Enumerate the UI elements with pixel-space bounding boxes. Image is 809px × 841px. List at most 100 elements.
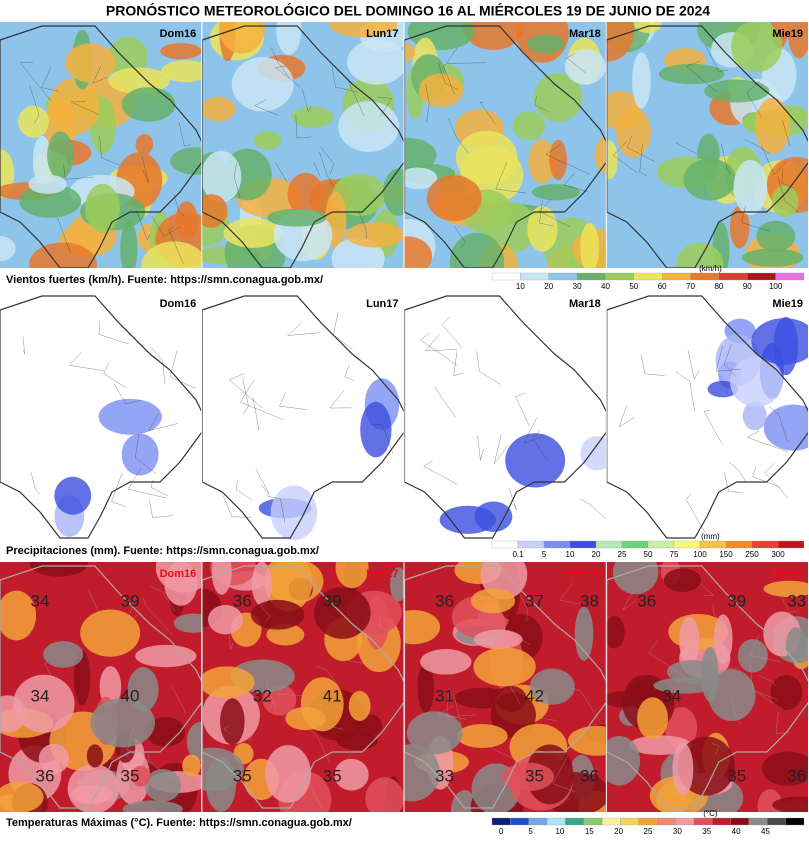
legend-tick-label: 0 [499, 827, 504, 836]
weather-area [0, 590, 37, 641]
legend-swatch [528, 817, 548, 826]
legend-swatch [638, 817, 658, 826]
page-title: PRONÓSTICO METEOROLÓGICO DEL DOMINGO 16 … [106, 2, 710, 19]
municipal-border [266, 495, 285, 523]
municipal-border [297, 770, 323, 809]
temperature-label: 34 [662, 686, 681, 705]
weather-area [502, 762, 555, 792]
map-panel: 34 39 34 40 36 35 [0, 562, 202, 812]
municipal-border [563, 173, 589, 192]
legend-swatch [633, 272, 663, 281]
legend-swatch [777, 540, 805, 549]
weather-area [708, 669, 756, 721]
weather-area [751, 318, 808, 365]
temperature-label: 33 [435, 766, 454, 785]
weather-area [121, 433, 159, 476]
weather-area [580, 436, 606, 471]
weather-area [160, 60, 202, 83]
municipal-border [711, 743, 720, 755]
municipal-border [279, 392, 307, 410]
legend-swatch [595, 540, 623, 549]
municipal-border [704, 44, 729, 72]
weather-area [0, 781, 44, 812]
municipal-border [744, 139, 771, 155]
municipal-border [627, 135, 656, 163]
municipal-border [777, 176, 799, 213]
weather-area [531, 184, 580, 201]
legend-swatch [491, 817, 511, 826]
map-panel [0, 22, 202, 268]
map-panel [0, 292, 202, 540]
municipal-border [141, 156, 149, 184]
municipal-border [419, 752, 450, 781]
legend-tick-label: 25 [644, 827, 653, 836]
weather-area [135, 134, 154, 155]
state-outline [202, 565, 404, 809]
municipal-border [746, 430, 788, 452]
municipal-border [45, 661, 61, 694]
weather-area [742, 401, 767, 431]
weather-area [98, 398, 162, 435]
temperature-label: 42 [525, 686, 544, 705]
municipal-border [764, 462, 789, 499]
weather-area [264, 562, 313, 612]
panel-label: Lun17 [366, 28, 398, 40]
municipal-border [302, 88, 312, 113]
legend-swatch [565, 817, 584, 826]
municipal-border [494, 434, 509, 465]
weather-area [267, 208, 327, 227]
weather-area [0, 235, 16, 262]
municipal-border [570, 687, 601, 722]
weather-area [218, 22, 265, 54]
weather-area [141, 241, 202, 268]
municipal-border [441, 316, 462, 348]
legend-tick-label: 15 [585, 827, 594, 836]
weather-area [729, 205, 750, 249]
legend-tick-label: 20 [592, 550, 601, 559]
municipal-border [746, 80, 763, 119]
weather-area [347, 39, 404, 85]
weather-area [329, 22, 398, 38]
municipal-border [476, 351, 501, 385]
panel-label: Mar18 [569, 298, 601, 310]
map-panel [404, 292, 606, 540]
legend-swatch [767, 817, 786, 826]
legend-swatch [510, 817, 529, 826]
municipal-border [508, 488, 517, 510]
legend-swatch [690, 272, 720, 281]
municipal-border [500, 666, 521, 705]
municipal-border [319, 151, 335, 188]
municipal-border [178, 122, 191, 146]
municipal-border [240, 380, 285, 421]
weather-area [38, 743, 70, 774]
temperature-label: 34 [31, 591, 50, 610]
municipal-border [781, 168, 794, 188]
temperature-label: 41 [323, 686, 342, 705]
map-panel [606, 292, 808, 540]
state-outline [606, 25, 808, 268]
municipal-border [148, 412, 179, 432]
municipal-border [438, 62, 459, 91]
legend-tick-label: 20 [614, 827, 623, 836]
temperature-label: 35 [727, 766, 746, 785]
legend-swatch [699, 540, 727, 549]
legend-swatch [583, 817, 603, 826]
municipal-border [223, 725, 233, 736]
municipal-border [437, 705, 467, 720]
weather-area [86, 744, 104, 768]
municipal-border [448, 118, 469, 154]
weather-area [404, 42, 416, 62]
municipal-border [541, 691, 558, 721]
weather-area [300, 677, 344, 732]
municipal-border [703, 409, 723, 446]
municipal-border [333, 312, 353, 350]
municipal-border [149, 585, 176, 612]
legend-tick-label: 80 [714, 282, 723, 291]
municipal-border [344, 754, 353, 787]
municipal-border [136, 209, 150, 241]
municipal-border [423, 460, 458, 485]
weather-area [28, 174, 67, 194]
weather-area [426, 175, 482, 222]
legend-swatch [785, 817, 805, 826]
municipal-border [236, 480, 252, 500]
